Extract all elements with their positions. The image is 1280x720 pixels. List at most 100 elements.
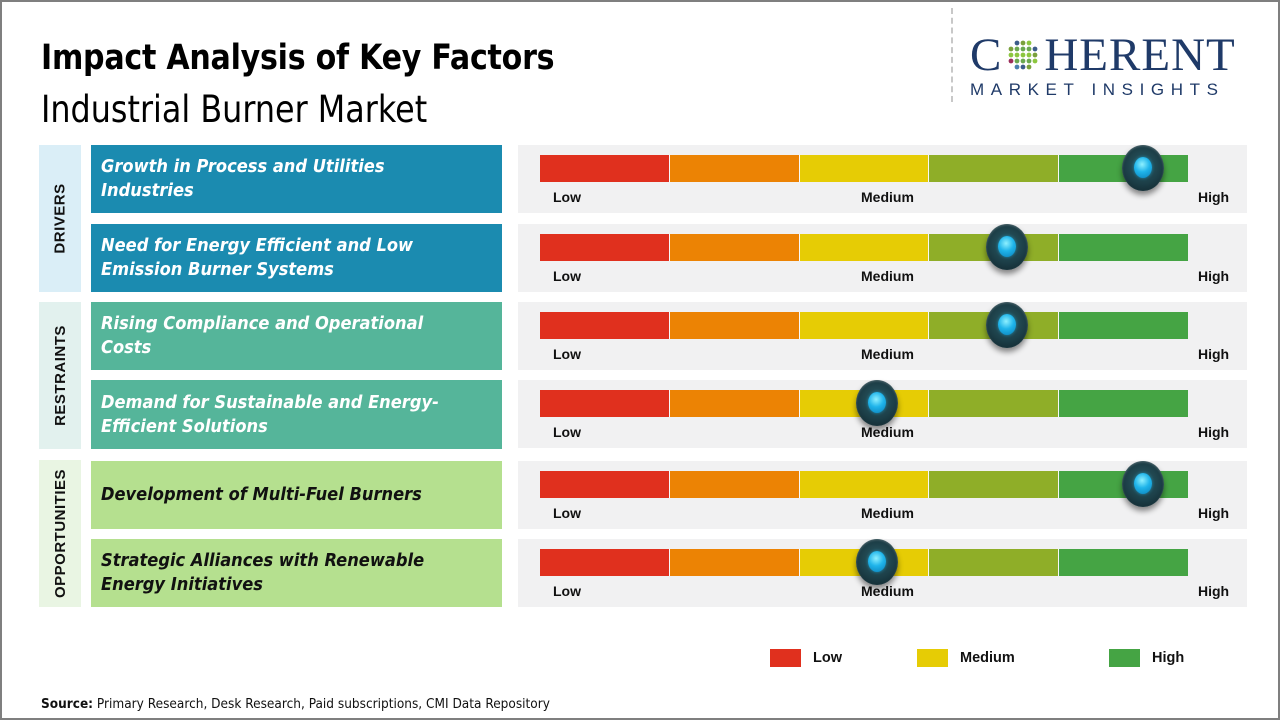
globe-dot [1026, 52, 1032, 58]
gauge-label-high: High [1198, 189, 1230, 205]
factor-box: Need for Energy Efficient and Low Emissi… [91, 224, 502, 292]
gauge-label-low: Low [553, 424, 581, 440]
gauge-bar [540, 234, 1188, 261]
gauge-label-medium: Medium [861, 268, 914, 284]
gauge-segment-medium-low [669, 312, 800, 339]
impact-gauge: Low Medium High [518, 302, 1247, 370]
gauge-label-medium: Medium [861, 189, 914, 205]
gauge-segment-medium [799, 471, 930, 498]
gauge-bar [540, 549, 1188, 576]
impact-gauge: Low Medium High [518, 145, 1247, 213]
globe-dot [1020, 46, 1026, 52]
gauge-label-high: High [1198, 583, 1230, 599]
globe-dot [1026, 40, 1032, 46]
gauge-label-medium: Medium [861, 583, 914, 599]
gauge-label-high: High [1198, 268, 1230, 284]
impact-indicator-knob [985, 302, 1028, 348]
page-subtitle: Industrial Burner Market [41, 88, 428, 131]
gauge-label-low: Low [553, 505, 581, 521]
factor-box: Rising Compliance and Operational Costs [91, 302, 502, 370]
logo-wordmark: C HERENT [970, 29, 1270, 81]
gauge-segment-medium-high [929, 549, 1060, 576]
impact-gauge: Low Medium High [518, 461, 1247, 529]
gauge-segment-low [540, 471, 670, 498]
source-label: Source: [41, 696, 94, 712]
logo-tagline: MARKET INSIGHTS [970, 80, 1225, 99]
gauge-segment-medium-high [929, 390, 1060, 417]
gauge-segment-high [1059, 312, 1188, 339]
globe-dot [1008, 46, 1014, 52]
legend-item-medium: Medium [917, 649, 1015, 667]
impact-gauge: Low Medium High [518, 380, 1247, 448]
impact-gauge: Low Medium High [518, 539, 1247, 607]
legend-item-low: Low [770, 649, 842, 667]
gauge-segment-low [540, 155, 670, 182]
logo-letter-c: C [970, 29, 1003, 81]
globe-dot [1008, 58, 1014, 64]
globe-dot [1032, 46, 1038, 52]
gauge-segment-high [1059, 549, 1188, 576]
legend-swatch-high [1109, 649, 1140, 667]
legend-item-high: High [1109, 649, 1184, 667]
globe-dot [1032, 52, 1038, 58]
category-label-restraints: RESTRAINTS [39, 302, 81, 449]
gauge-label-low: Low [553, 189, 581, 205]
globe-dots-icon [1008, 40, 1038, 70]
gauge-segment-medium-low [669, 471, 800, 498]
gauge-segment-low [540, 312, 670, 339]
gauge-segment-medium-high [929, 471, 1060, 498]
globe-dot [1026, 58, 1032, 64]
globe-dot [1026, 64, 1032, 70]
gauge-segment-medium [799, 155, 930, 182]
impact-indicator-knob [855, 539, 898, 585]
gauge-label-low: Low [553, 346, 581, 362]
legend-label-medium: Medium [960, 650, 1015, 666]
impact-indicator-knob [1121, 145, 1164, 191]
gauge-segment-medium-high [929, 155, 1060, 182]
gauge-segment-medium-low [669, 549, 800, 576]
globe-dot [1014, 64, 1020, 70]
impact-indicator-knob [985, 224, 1028, 270]
gauge-label-medium: Medium [861, 424, 914, 440]
gauge-label-high: High [1198, 505, 1230, 521]
globe-dot [1014, 52, 1020, 58]
company-logo: C HERENT MARKET INSIGHTS [970, 32, 1270, 100]
gauge-label-medium: Medium [861, 346, 914, 362]
gauge-segment-low [540, 234, 670, 261]
gauge-segment-low [540, 549, 670, 576]
gauge-segment-medium [799, 312, 930, 339]
gauge-label-low: Low [553, 268, 581, 284]
gauge-segment-medium-low [669, 155, 800, 182]
legend-swatch-medium [917, 649, 948, 667]
gauge-label-low: Low [553, 583, 581, 599]
legend-label-low: Low [813, 650, 842, 666]
globe-dot [1014, 40, 1020, 46]
factor-box: Development of Multi-Fuel Burners [91, 461, 502, 529]
gauge-bar [540, 471, 1188, 498]
logo-letters-herent: HERENT [1044, 29, 1236, 81]
globe-dot [1014, 58, 1020, 64]
globe-dot [1020, 58, 1026, 64]
gauge-segment-medium [799, 234, 930, 261]
impact-indicator-knob [855, 380, 898, 426]
gauge-label-high: High [1198, 424, 1230, 440]
gauge-bar [540, 312, 1188, 339]
source-text: Primary Research, Desk Research, Paid su… [93, 696, 550, 712]
globe-dot [1020, 40, 1026, 46]
globe-dot [1014, 46, 1020, 52]
impact-gauge: Low Medium High [518, 224, 1247, 292]
page-title: Impact Analysis of Key Factors [41, 38, 555, 78]
globe-dot [1008, 52, 1014, 58]
factor-box: Demand for Sustainable and Energy-Effici… [91, 380, 502, 449]
impact-indicator-knob [1121, 461, 1164, 507]
gauge-segment-medium-low [669, 390, 800, 417]
gauge-segment-high [1059, 390, 1188, 417]
globe-dot [1020, 52, 1026, 58]
gauge-segment-low [540, 390, 670, 417]
gauge-segment-high [1059, 234, 1188, 261]
globe-dot [1026, 46, 1032, 52]
gauge-label-medium: Medium [861, 505, 914, 521]
category-label-opportunities: OPPORTUNITIES [39, 460, 81, 607]
source-note: Source: Primary Research, Desk Research,… [41, 696, 550, 712]
